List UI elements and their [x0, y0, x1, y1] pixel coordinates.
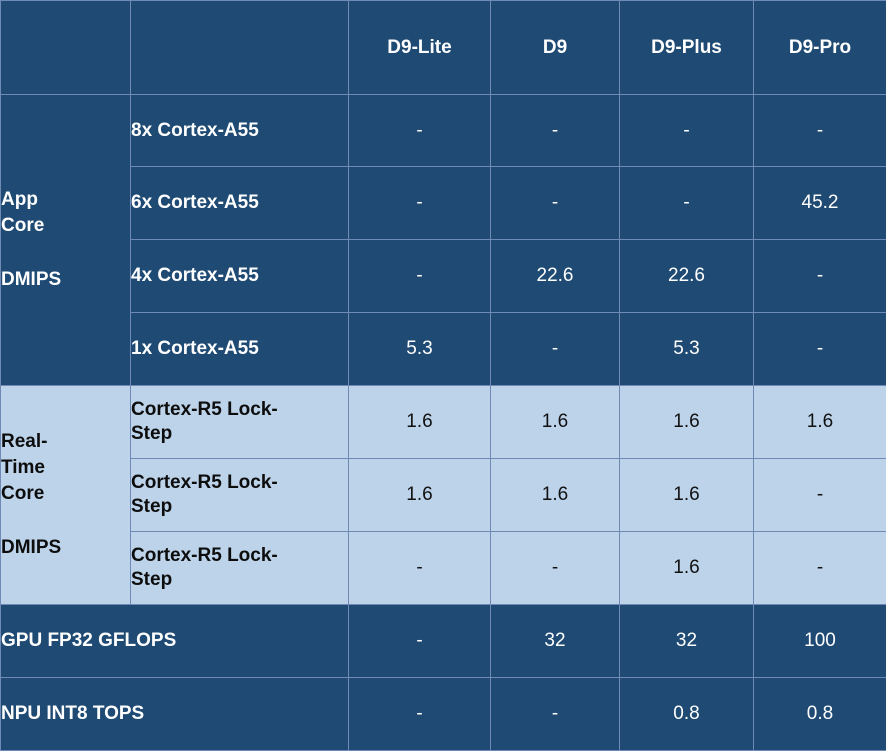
table-row: GPU FP32 GFLOPS - 32 32 100: [1, 605, 886, 678]
group-label-line: App: [1, 189, 38, 210]
value-cell: -: [349, 532, 491, 605]
value-cell: -: [349, 605, 491, 678]
column-header-d9: D9: [491, 1, 620, 95]
app-core-group-label: App Core DMIPS: [1, 95, 131, 386]
value-cell: 5.3: [349, 313, 491, 386]
group-label-line: Time: [1, 457, 45, 478]
row-label: 6x Cortex-A55: [131, 167, 349, 240]
table-row: NPU INT8 TOPS - - 0.8 0.8: [1, 678, 886, 751]
value-cell: -: [491, 313, 620, 386]
row-label-line: Cortex-R5 Lock-: [131, 399, 278, 420]
group-label-line: DMIPS: [1, 537, 61, 558]
value-cell: -: [349, 167, 491, 240]
value-cell: -: [620, 167, 754, 240]
value-cell: 1.6: [620, 532, 754, 605]
row-label-line: Step: [131, 569, 172, 590]
value-cell: 1.6: [620, 386, 754, 459]
value-cell: 1.6: [349, 386, 491, 459]
table-row: 4x Cortex-A55 - 22.6 22.6 -: [1, 240, 886, 313]
row-label: NPU INT8 TOPS: [1, 678, 349, 751]
value-cell: 1.6: [620, 459, 754, 532]
value-cell: -: [491, 167, 620, 240]
value-cell: 22.6: [620, 240, 754, 313]
row-label-line: Step: [131, 496, 172, 517]
column-header-d9-lite: D9-Lite: [349, 1, 491, 95]
value-cell: -: [349, 240, 491, 313]
row-label-line: Cortex-R5 Lock-: [131, 472, 278, 493]
value-cell: -: [491, 532, 620, 605]
value-cell: -: [349, 678, 491, 751]
row-label-line: Cortex-R5 Lock-: [131, 545, 278, 566]
value-cell: -: [754, 240, 886, 313]
row-label: Cortex-R5 Lock- Step: [131, 459, 349, 532]
row-label: 4x Cortex-A55: [131, 240, 349, 313]
rt-core-group-label: Real- Time Core DMIPS: [1, 386, 131, 605]
group-label-line: DMIPS: [1, 269, 61, 290]
value-cell: 22.6: [491, 240, 620, 313]
table-row: App Core DMIPS 8x Cortex-A55 - - - -: [1, 95, 886, 167]
value-cell: -: [491, 678, 620, 751]
group-label-line: Core: [1, 215, 44, 236]
table-row: Real- Time Core DMIPS Cortex-R5 Lock- St…: [1, 386, 886, 459]
value-cell: -: [754, 459, 886, 532]
table-row: 1x Cortex-A55 5.3 - 5.3 -: [1, 313, 886, 386]
value-cell: 5.3: [620, 313, 754, 386]
table-row: 6x Cortex-A55 - - - 45.2: [1, 167, 886, 240]
value-cell: 32: [620, 605, 754, 678]
value-cell: 32: [491, 605, 620, 678]
value-cell: 0.8: [754, 678, 886, 751]
header-empty-cell: [131, 1, 349, 95]
group-label-line: Real-: [1, 431, 47, 452]
header-empty-cell: [1, 1, 131, 95]
row-label: Cortex-R5 Lock- Step: [131, 386, 349, 459]
value-cell: 100: [754, 605, 886, 678]
value-cell: -: [491, 95, 620, 167]
row-label: 1x Cortex-A55: [131, 313, 349, 386]
value-cell: 45.2: [754, 167, 886, 240]
table-row: Cortex-R5 Lock- Step - - 1.6 -: [1, 532, 886, 605]
value-cell: -: [620, 95, 754, 167]
row-label: Cortex-R5 Lock- Step: [131, 532, 349, 605]
value-cell: -: [754, 532, 886, 605]
row-label-line: Step: [131, 423, 172, 444]
value-cell: 1.6: [349, 459, 491, 532]
column-header-d9-pro: D9-Pro: [754, 1, 886, 95]
row-label: 8x Cortex-A55: [131, 95, 349, 167]
header-row: D9-Lite D9 D9-Plus D9-Pro: [1, 1, 886, 95]
value-cell: -: [754, 95, 886, 167]
value-cell: 1.6: [491, 386, 620, 459]
value-cell: -: [349, 95, 491, 167]
value-cell: 1.6: [754, 386, 886, 459]
table-row: Cortex-R5 Lock- Step 1.6 1.6 1.6 -: [1, 459, 886, 532]
value-cell: -: [754, 313, 886, 386]
row-label: GPU FP32 GFLOPS: [1, 605, 349, 678]
value-cell: 1.6: [491, 459, 620, 532]
column-header-d9-plus: D9-Plus: [620, 1, 754, 95]
value-cell: 0.8: [620, 678, 754, 751]
group-label-line: Core: [1, 483, 44, 504]
